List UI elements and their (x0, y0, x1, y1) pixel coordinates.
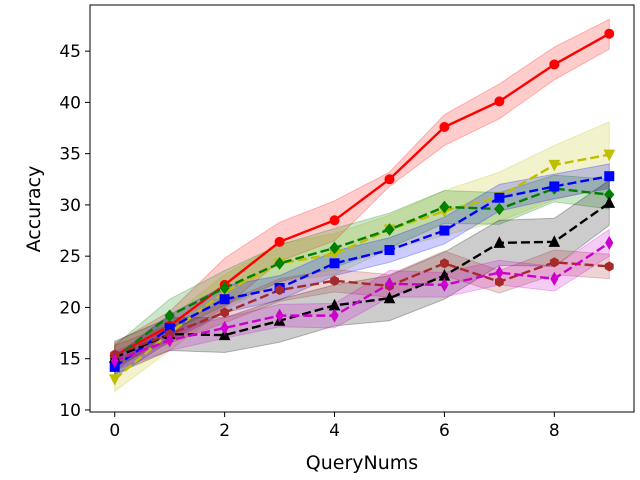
point-brown (494, 276, 504, 287)
band-brown (114, 249, 610, 365)
x-tick-label: 6 (439, 421, 450, 441)
point-magenta (330, 308, 339, 323)
point-blue (384, 245, 395, 256)
line-black (114, 201, 610, 359)
point-black (548, 235, 561, 247)
point-magenta (550, 271, 559, 286)
point-black (603, 196, 616, 208)
point-blue (494, 192, 505, 203)
point-red (384, 174, 395, 185)
point-green (384, 223, 395, 236)
point-red (274, 236, 285, 247)
point-black (493, 236, 506, 248)
series-markers (108, 28, 616, 386)
line-magenta (114, 241, 610, 362)
point-blue (329, 258, 340, 269)
band-magenta (114, 228, 610, 371)
point-brown (604, 261, 614, 272)
y-tick-label: 35 (59, 145, 81, 165)
x-tick-label: 0 (109, 421, 120, 441)
point-green (219, 281, 230, 295)
point-green (164, 309, 175, 322)
point-magenta (605, 235, 614, 250)
x-tick-label: 4 (329, 421, 340, 441)
line-green (113, 187, 610, 360)
plot-frame (89, 4, 635, 413)
y-axis-ticks: 10 15 20 25 30 35 40 45 (59, 42, 90, 421)
x-axis-label: QueryNums (306, 452, 418, 474)
y-tick-label: 45 (59, 42, 81, 62)
point-brown (275, 284, 284, 296)
point-blue (219, 294, 230, 305)
y-tick-label: 30 (59, 196, 81, 216)
band-black (114, 179, 610, 375)
point-green (439, 200, 450, 214)
point-green (274, 257, 285, 270)
series-lines (113, 32, 610, 381)
x-axis-ticks: 0 2 4 6 8 (109, 412, 560, 441)
x-tick-label: 2 (219, 421, 230, 441)
point-brown (549, 257, 559, 268)
point-magenta (385, 276, 394, 291)
point-yellow (603, 149, 616, 162)
point-magenta (220, 320, 229, 335)
y-axis-label: Accuracy (23, 166, 45, 253)
point-yellow (108, 374, 121, 386)
point-brown (220, 307, 230, 318)
y-tick-label: 40 (59, 93, 81, 113)
point-green (494, 202, 505, 216)
point-red (494, 96, 505, 107)
y-tick-label: 20 (59, 298, 81, 318)
line-blue (114, 175, 610, 368)
point-yellow (548, 159, 561, 172)
y-tick-label: 25 (59, 247, 81, 267)
point-magenta (495, 265, 504, 280)
point-blue (439, 225, 450, 236)
point-magenta (110, 353, 119, 368)
line-red (114, 32, 610, 357)
line-brown (114, 261, 610, 356)
point-blue (549, 181, 560, 192)
point-brown (440, 258, 449, 269)
point-red (439, 121, 450, 132)
point-blue (604, 171, 615, 182)
point-magenta (165, 333, 174, 348)
point-black (383, 291, 396, 304)
y-tick-label: 10 (59, 401, 81, 421)
y-tick-label: 15 (59, 350, 81, 370)
point-red (549, 59, 560, 70)
band-green (114, 174, 610, 372)
point-red (604, 28, 615, 39)
point-magenta (440, 277, 449, 292)
point-red (329, 215, 340, 226)
point-brown (330, 275, 339, 286)
band-red (114, 18, 610, 368)
point-green (329, 241, 340, 255)
x-tick-label: 8 (549, 421, 560, 441)
point-magenta (275, 308, 284, 323)
